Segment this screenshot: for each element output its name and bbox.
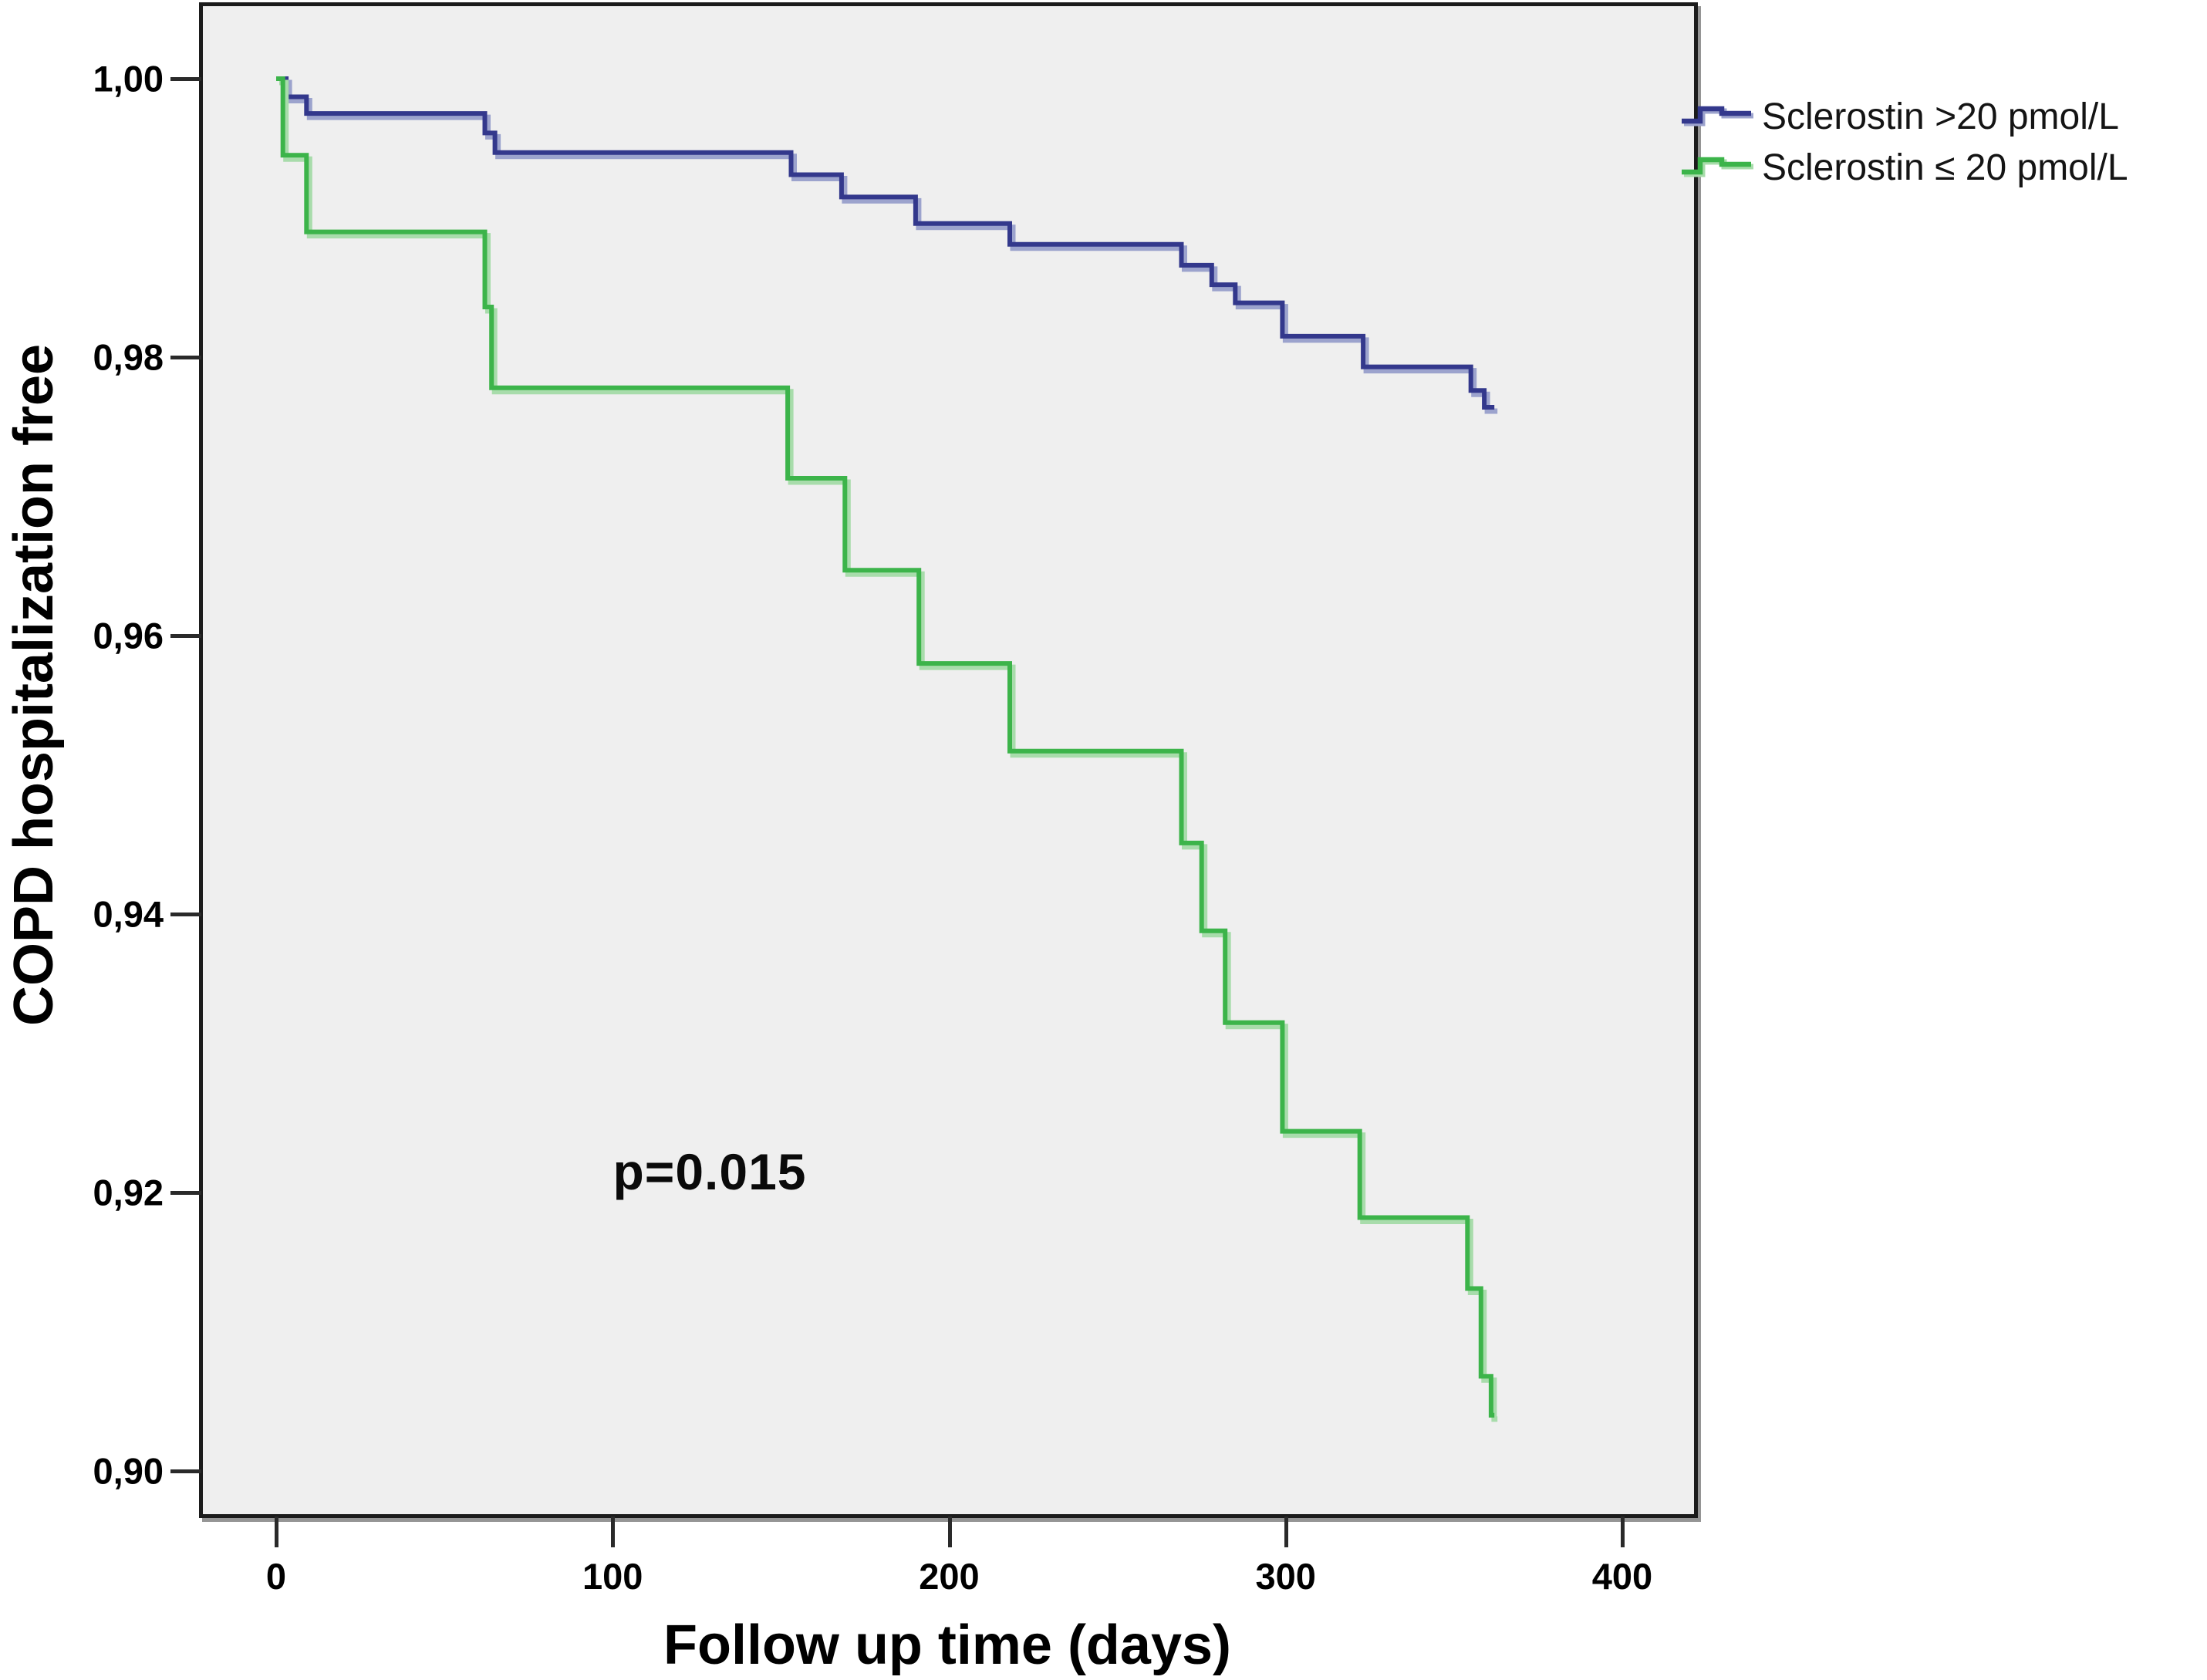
- y-tick-label: 0,94: [93, 893, 164, 935]
- plot-area: p=0.015: [199, 2, 1698, 1518]
- p-value-annotation: p=0.015: [612, 1143, 807, 1200]
- x-tick-label: 300: [1255, 1556, 1316, 1597]
- y-tick-mark: [170, 913, 201, 916]
- legend: Sclerostin >20 pmol/L Sclerostin ≤ 20 pm…: [1680, 91, 2128, 193]
- y-tick-mark: [170, 77, 201, 81]
- x-tick-label: 400: [1591, 1556, 1653, 1597]
- x-tick-label: 0: [265, 1556, 287, 1597]
- km-curve-gt20-shadow: [279, 79, 1498, 414]
- y-tick-label: 0,90: [93, 1450, 164, 1492]
- y-tick-label: 1,00: [93, 58, 164, 100]
- y-tick-mark: [170, 1191, 201, 1195]
- legend-label: Sclerostin ≤ 20 pmol/L: [1762, 147, 2128, 188]
- km-curve-le20: [276, 76, 1495, 1418]
- legend-line-sample-le20: [1682, 157, 1753, 177]
- x-tick-mark: [1284, 1516, 1288, 1547]
- km-curve-gt20: [276, 76, 1495, 410]
- x-tick-label: 100: [582, 1556, 643, 1597]
- x-tick-label: 200: [919, 1556, 980, 1597]
- x-tick-mark: [275, 1516, 278, 1547]
- x-tick-mark: [947, 1516, 952, 1547]
- x-tick-mark: [1621, 1516, 1625, 1547]
- y-tick-label: 0,96: [93, 615, 164, 656]
- x-axis-title: Follow up time (days): [663, 1614, 1232, 1676]
- y-tick-mark: [170, 356, 201, 359]
- legend-item: Sclerostin >20 pmol/L: [1680, 91, 2128, 142]
- legend-label: Sclerostin >20 pmol/L: [1762, 96, 2119, 137]
- y-tick-mark: [170, 1469, 201, 1473]
- y-tick-label: 0,98: [93, 336, 164, 378]
- legend-line-sample-gt20: [1682, 106, 1753, 127]
- legend-item: Sclerostin ≤ 20 pmol/L: [1680, 142, 2128, 193]
- x-tick-mark: [611, 1516, 616, 1547]
- y-tick-label: 0,92: [93, 1172, 164, 1213]
- km-plot-canvas: [276, 76, 1498, 1422]
- km-curve-le20-shadow: [279, 79, 1498, 1422]
- y-tick-mark: [170, 634, 201, 638]
